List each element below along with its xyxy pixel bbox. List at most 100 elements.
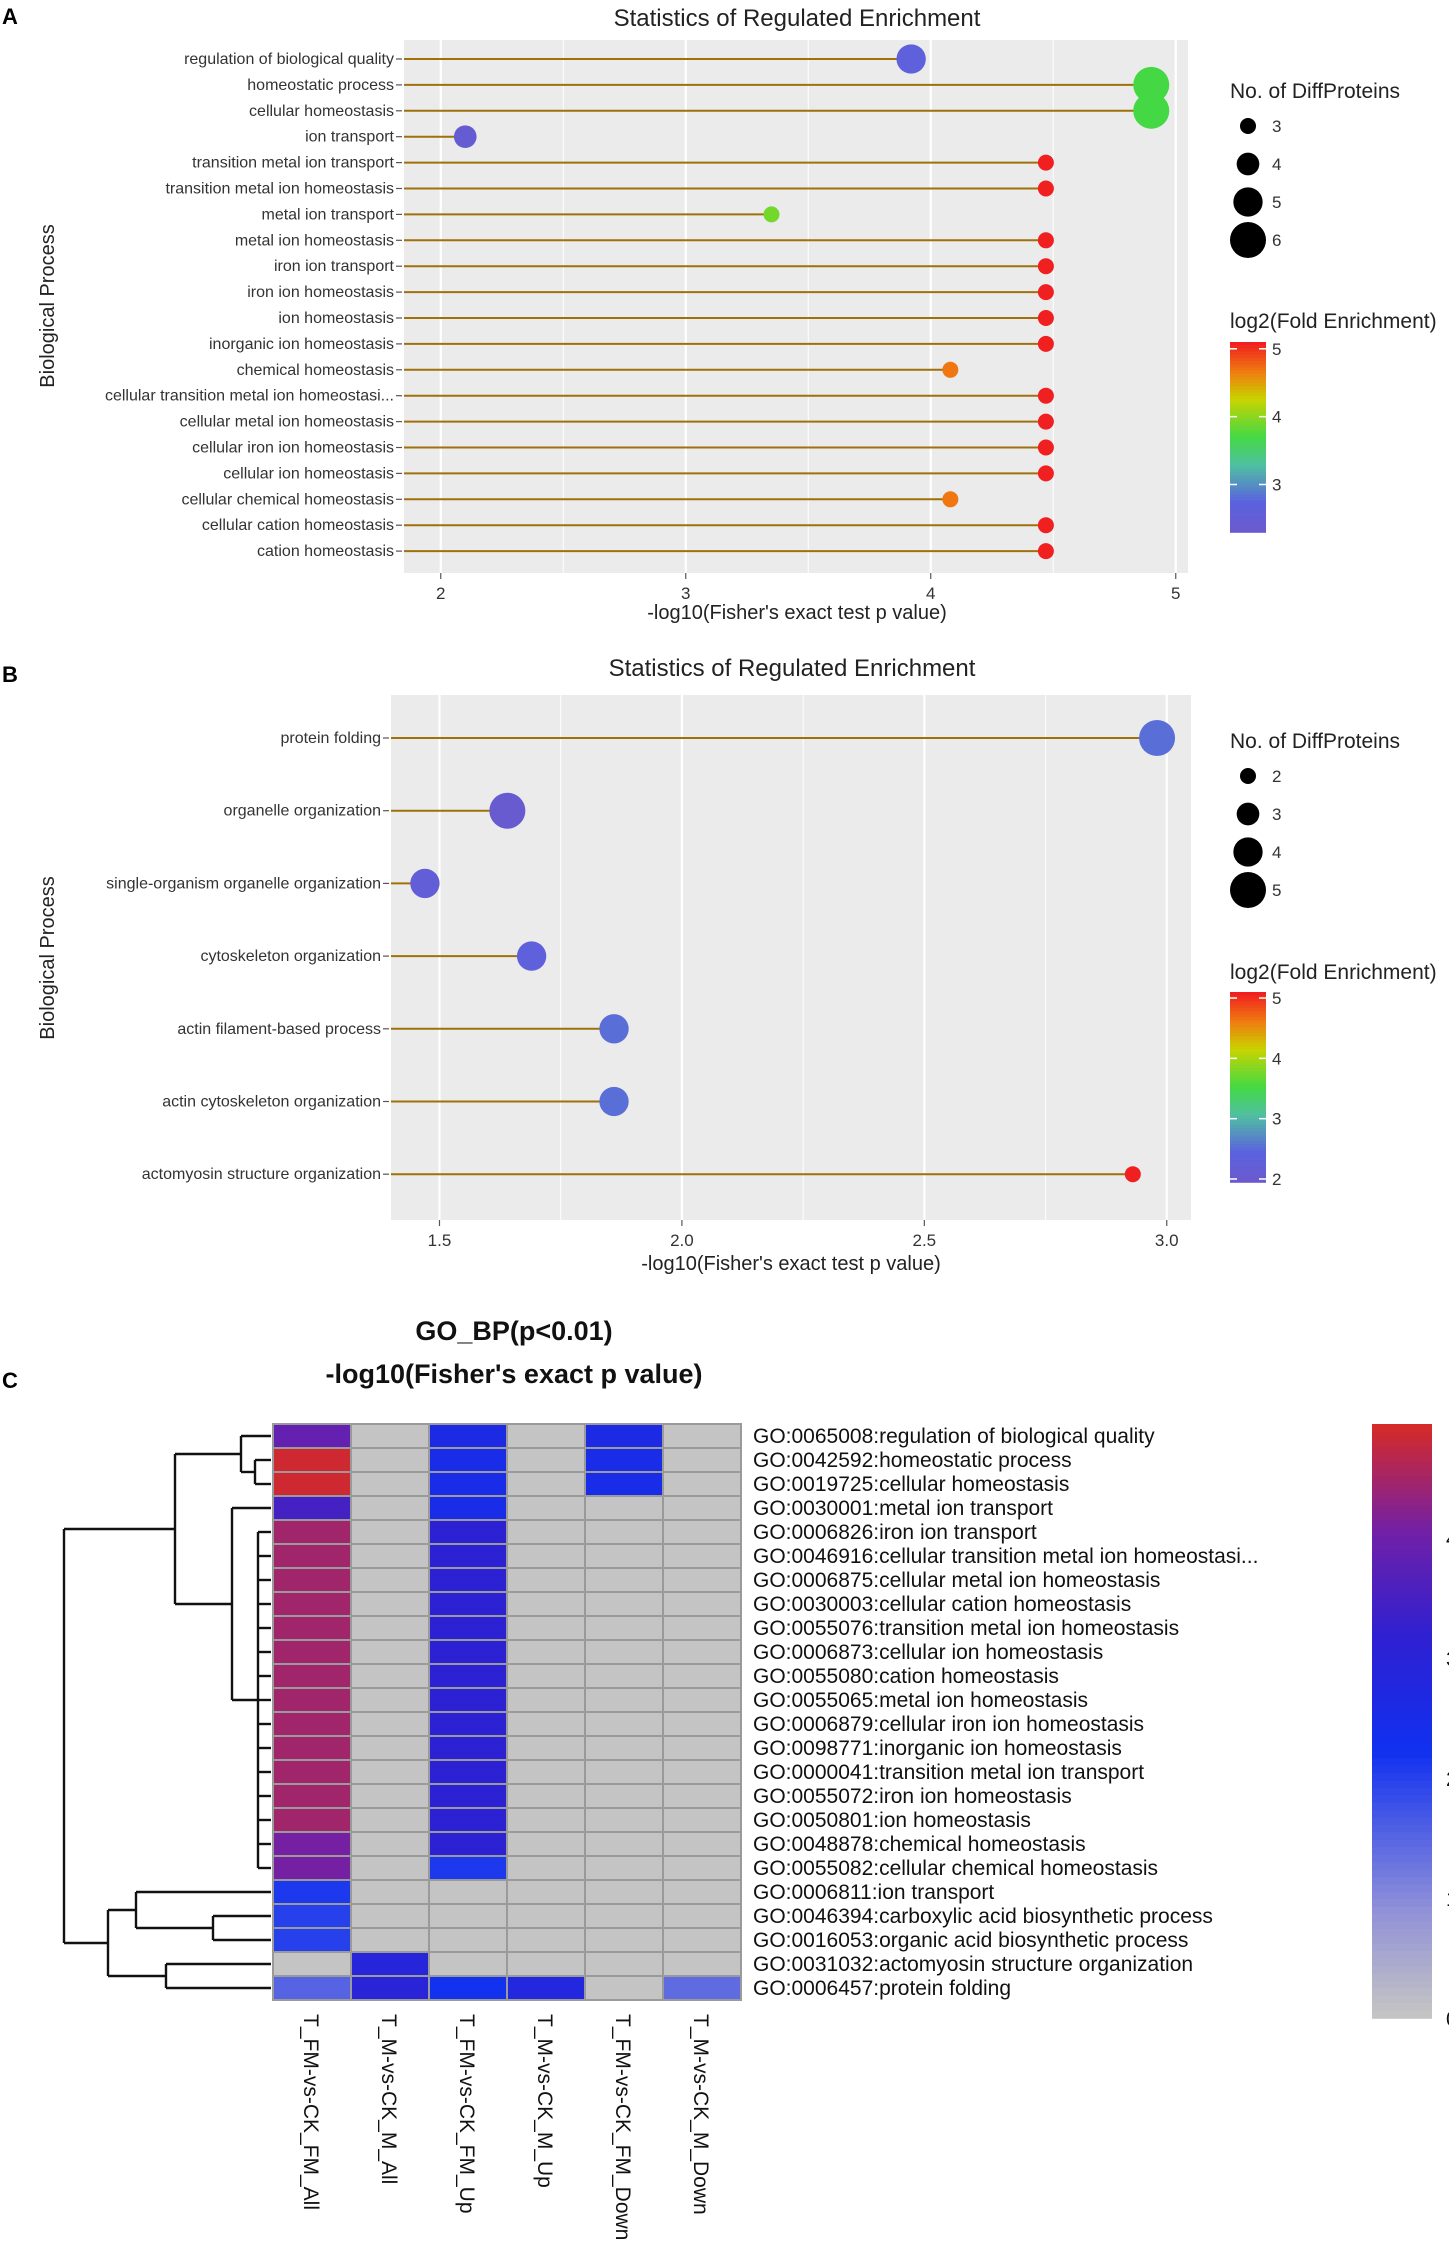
colorbar-segment <box>1372 1847 1432 1856</box>
heatmap-row-label: GO:0065008:regulation of biological qual… <box>753 1425 1155 1448</box>
color-legend-segment <box>1230 1033 1266 1038</box>
colorbar-segment <box>1372 1698 1432 1707</box>
color-legend-segment <box>1230 1083 1266 1088</box>
data-point <box>1037 284 1054 301</box>
colorbar-segment <box>1372 1906 1432 1915</box>
heatmap-cell <box>662 1615 742 1641</box>
color-legend-segment <box>1230 525 1266 530</box>
heatmap-cell <box>272 1711 352 1737</box>
color-legend-segment <box>1230 1061 1266 1066</box>
colorbar-segment <box>1372 1817 1432 1826</box>
heatmap-cell <box>662 1711 742 1737</box>
data-point <box>1037 413 1054 430</box>
x-tick-label: 3.0 <box>1155 1231 1179 1250</box>
colorbar-segment <box>1372 1832 1432 1841</box>
colorbar-segment <box>1372 1520 1432 1529</box>
heatmap-cell <box>506 1879 586 1905</box>
colorbar-segment <box>1372 1899 1432 1908</box>
colorbar-segment <box>1372 1654 1432 1663</box>
category-label: homeostatic process <box>247 77 394 94</box>
color-legend-segment <box>1230 418 1266 422</box>
heatmap-cell <box>272 1951 352 1977</box>
category-label: protein folding <box>280 730 381 747</box>
heatmap-cell <box>428 1711 508 1737</box>
heatmap-row-label: GO:0016053:organic acid biosynthetic pro… <box>753 1929 1188 1952</box>
heatmap-row-label: GO:0019725:cellular homeostasis <box>753 1473 1069 1496</box>
heatmap-cell <box>662 1471 742 1497</box>
heatmap-cell <box>428 1663 508 1689</box>
color-legend-segment <box>1230 1131 1266 1136</box>
heatmap-cell <box>272 1567 352 1593</box>
panel-c-heatmap: GO_BP(p<0.01) -log10(Fisher's exact p va… <box>62 1316 1449 2240</box>
panel-a-x-axis-label: -log10(Fisher's exact test p value) <box>647 602 947 624</box>
heatmap-cell <box>428 1519 508 1545</box>
color-legend-segment <box>1230 449 1266 454</box>
heatmap-cell <box>428 1927 508 1953</box>
heatmap-cell <box>272 1519 352 1545</box>
heatmap-cell <box>350 1615 430 1641</box>
x-tick-label: 4 <box>926 584 935 603</box>
size-legend-label: 4 <box>1272 155 1281 174</box>
color-legend-segment <box>1230 452 1266 457</box>
data-point <box>1037 258 1054 275</box>
heatmap-row-label: GO:0055065:metal ion homeostasis <box>753 1689 1088 1712</box>
heatmap-cell <box>428 1759 508 1785</box>
data-point <box>1133 92 1170 129</box>
color-legend-segment <box>1230 345 1266 350</box>
heatmap-cell <box>662 1663 742 1689</box>
heatmap-cell <box>584 1447 664 1473</box>
color-legend-segment <box>1230 357 1266 362</box>
color-legend-segment <box>1230 1128 1266 1133</box>
colorbar-label: 0 <box>1446 2008 1449 2031</box>
heatmap-cell <box>272 1879 352 1905</box>
category-label: actin cytoskeleton organization <box>162 1094 381 1111</box>
color-legend-segment <box>1230 402 1266 407</box>
data-point <box>896 44 926 74</box>
heatmap-cell <box>662 1447 742 1473</box>
category-label: cellular cation homeostasis <box>202 517 394 534</box>
category-label: single-organism organelle organization <box>106 875 381 892</box>
colorbar-segment <box>1372 1624 1432 1633</box>
panel-label-c: C <box>2 1368 18 1393</box>
color-legend-segment <box>1230 433 1266 438</box>
panel-a-color-legend: 3 4 5 <box>1230 340 1281 533</box>
heatmap-cell <box>428 1591 508 1617</box>
data-point <box>1139 720 1176 756</box>
heatmap-cell <box>428 1567 508 1593</box>
color-legend-segment <box>1230 367 1266 372</box>
color-legend-segment <box>1230 1042 1266 1047</box>
color-legend-segment <box>1230 383 1266 388</box>
heatmap-cell <box>506 1639 586 1665</box>
heatmap-cell <box>350 1519 430 1545</box>
color-legend-segment <box>1230 1052 1266 1057</box>
colorbar-segment <box>1372 1602 1432 1611</box>
heatmap-cell <box>662 1855 742 1881</box>
colorbar-segment <box>1372 1988 1432 1997</box>
colorbar-segment <box>1372 2003 1432 2012</box>
size-legend-label: 5 <box>1272 881 1281 900</box>
heatmap-cell <box>662 1975 742 2001</box>
heatmap-cell <box>506 1831 586 1857</box>
heatmap-row-label: GO:0046394:carboxylic acid biosynthetic … <box>753 1905 1213 1928</box>
data-point <box>516 941 547 971</box>
size-legend-dot <box>1230 222 1266 258</box>
heatmap-cell <box>506 1447 586 1473</box>
heatmap-cell <box>428 1423 508 1449</box>
panel-c-row-dendrogram <box>62 1434 271 1990</box>
colorbar-segment <box>1372 1936 1432 1945</box>
heatmap-cell <box>584 1591 664 1617</box>
heatmap-cell <box>662 1831 742 1857</box>
heatmap-row-label: GO:0006826:iron ion transport <box>753 1521 1037 1544</box>
heatmap-cell <box>272 1447 352 1473</box>
heatmap-row-label: GO:0006873:cellular ion homeostasis <box>753 1641 1103 1664</box>
color-legend-segment <box>1230 1150 1266 1155</box>
color-legend-segment <box>1230 1090 1266 1095</box>
panel-a-title: Statistics of Regulated Enrichment <box>614 5 981 32</box>
heatmap-cell <box>662 1783 742 1809</box>
heatmap-cell <box>584 1687 664 1713</box>
heatmap-cell <box>428 1471 508 1497</box>
panel-label-b: B <box>2 662 18 687</box>
colorbar-segment <box>1372 1565 1432 1574</box>
color-legend-segment <box>1230 414 1266 419</box>
